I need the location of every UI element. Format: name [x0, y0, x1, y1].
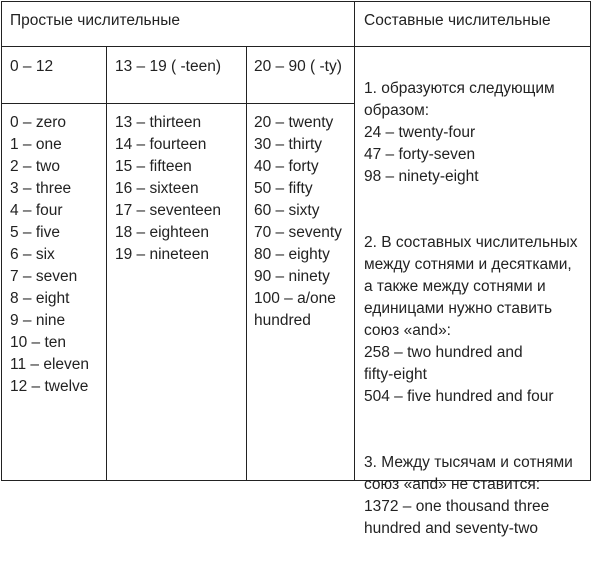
- header-simple-numerals: Простые числительные: [10, 12, 180, 29]
- subheader-20-90: 20 – 90 ( -ty): [254, 58, 342, 75]
- list-teens: 13 – thirteen 14 – fourteen 15 – fifteen…: [115, 114, 222, 263]
- compound-rule-1: 1. образуются следующим образом: 24 – tw…: [364, 80, 555, 185]
- divider-subheader: [2, 103, 354, 104]
- compound-rule-3: 3. Между тысячам и сотнями союз «and» не…: [364, 454, 573, 537]
- list-tens: 20 – twenty 30 – thirty 40 – forty 50 – …: [254, 114, 342, 329]
- compound-rule-2: 2. В составных числительных между сотням…: [364, 234, 578, 405]
- subheader-13-19: 13 – 19 ( -teen): [115, 58, 221, 75]
- divider-main-vertical: [354, 2, 355, 480]
- compound-notes: 1. образуются следующим образом: 24 – tw…: [364, 56, 584, 562]
- subheader-0-12: 0 – 12: [10, 58, 54, 75]
- divider-header: [2, 46, 354, 47]
- divider-header-right: [354, 46, 590, 47]
- divider-col2: [246, 46, 247, 480]
- divider-col1: [106, 46, 107, 480]
- header-compound-numerals: Составные числительные: [364, 12, 551, 29]
- list-zero-to-twelve: 0 – zero 1 – one 2 – two 3 – three 4 – f…: [10, 114, 89, 395]
- numerals-table: Простые числительные Составные числитель…: [1, 1, 591, 537]
